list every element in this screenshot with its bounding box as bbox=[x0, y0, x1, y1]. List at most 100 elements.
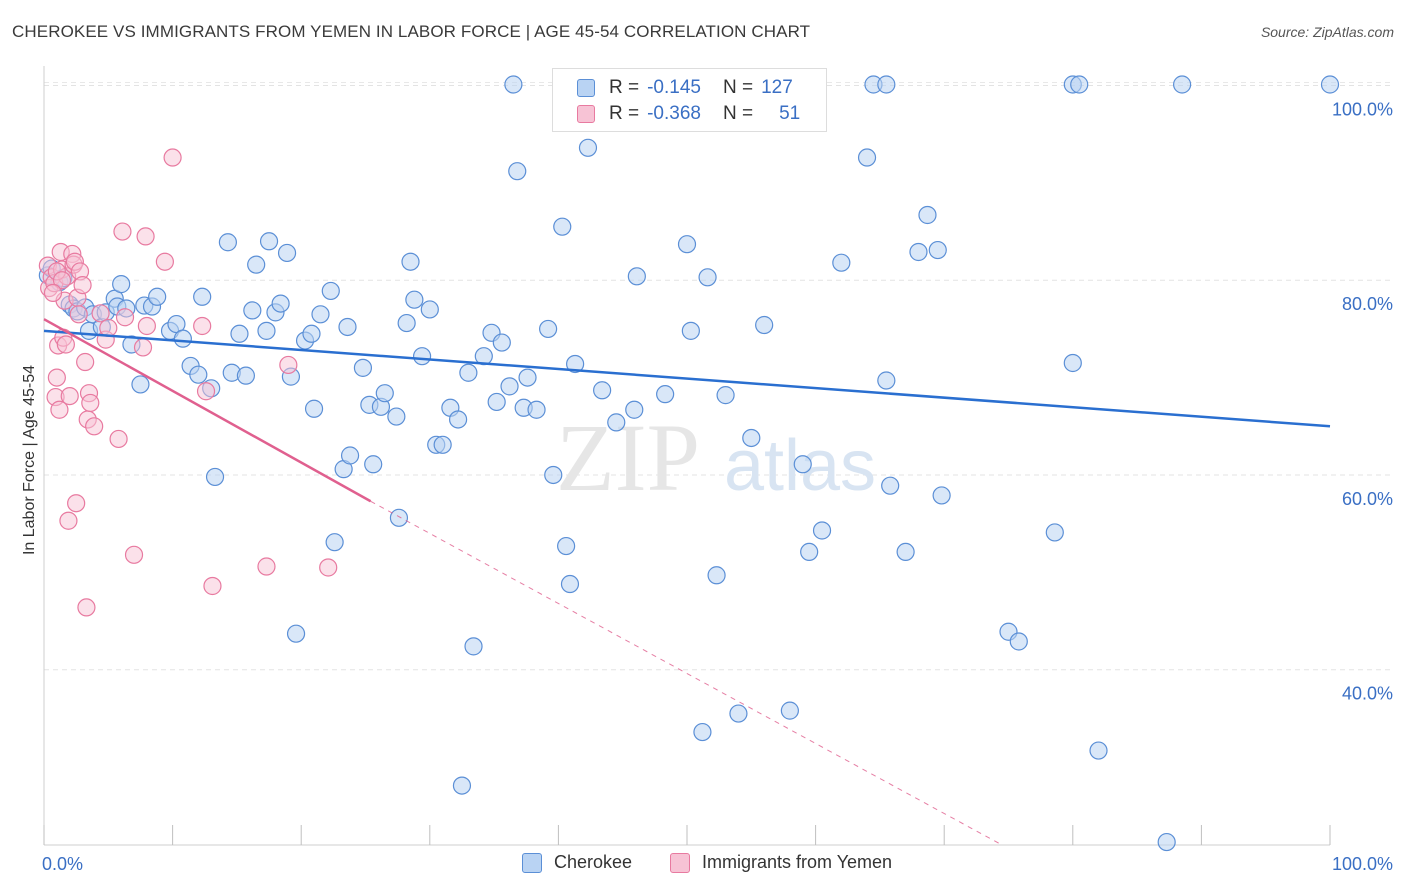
y-tick-label: 60.0% bbox=[1342, 489, 1393, 509]
data-point-cherokee bbox=[504, 75, 523, 94]
data-point-cherokee bbox=[544, 465, 563, 485]
data-point-cherokee bbox=[1089, 741, 1108, 760]
data-point-cherokee bbox=[566, 354, 585, 374]
data-point-cherokee bbox=[698, 268, 717, 287]
data-point-cherokee bbox=[780, 701, 799, 720]
bottom-legend-swatch-blue bbox=[522, 852, 542, 873]
data-point-yemen bbox=[155, 252, 174, 271]
data-point-cherokee bbox=[304, 399, 324, 418]
legend-swatch-pink bbox=[577, 105, 595, 123]
data-point-cherokee bbox=[1173, 75, 1192, 94]
data-point-cherokee bbox=[707, 566, 726, 585]
data-point-yemen bbox=[73, 275, 92, 295]
data-point-cherokee bbox=[173, 329, 192, 348]
data-point-cherokee bbox=[193, 287, 212, 306]
data-point-cherokee bbox=[340, 446, 360, 465]
bottom-legend-yemen: Immigrants from Yemen bbox=[670, 852, 892, 873]
data-point-cherokee bbox=[302, 324, 321, 343]
data-point-cherokee bbox=[1009, 632, 1028, 651]
data-point-cherokee bbox=[243, 301, 262, 320]
data-point-cherokee bbox=[593, 381, 612, 400]
data-point-cherokee bbox=[397, 313, 416, 333]
data-point-yemen bbox=[163, 148, 182, 167]
legend-n-value: 127 bbox=[761, 77, 793, 98]
y-tick-label: 100.0% bbox=[1332, 99, 1393, 119]
data-point-cherokee bbox=[755, 315, 774, 335]
data-point-cherokee bbox=[338, 317, 357, 337]
data-point-cherokee bbox=[401, 252, 420, 271]
data-point-cherokee bbox=[247, 255, 266, 274]
tick-labels: 100.0% 80.0% 60.0% 40.0% 0.0% 100.0% bbox=[42, 99, 1393, 874]
data-point-cherokee bbox=[1045, 523, 1064, 542]
data-point-cherokee bbox=[236, 366, 256, 385]
data-point-cherokee bbox=[448, 410, 468, 429]
data-point-cherokee bbox=[742, 428, 761, 448]
watermark: ZIP atlas bbox=[556, 404, 876, 511]
data-point-cherokee bbox=[375, 384, 394, 403]
bottom-legend-label-cherokee: Cherokee bbox=[554, 852, 633, 872]
data-point-cherokee bbox=[932, 486, 951, 505]
data-point-cherokee bbox=[518, 368, 537, 387]
data-point-cherokee bbox=[277, 243, 297, 263]
data-point-cherokee bbox=[557, 536, 576, 556]
data-point-cherokee bbox=[353, 358, 373, 377]
legend-r-value: -0.145 bbox=[647, 77, 701, 98]
data-point-cherokee bbox=[607, 413, 626, 432]
data-point-cherokee bbox=[487, 392, 506, 412]
data-point-yemen bbox=[81, 393, 100, 413]
axes bbox=[43, 66, 1331, 846]
data-point-cherokee bbox=[230, 324, 249, 343]
data-point-yemen bbox=[113, 222, 132, 241]
data-point-yemen bbox=[137, 316, 156, 336]
data-point-cherokee bbox=[508, 162, 527, 181]
chart-title: CHEROKEE VS IMMIGRANTS FROM YEMEN IN LAB… bbox=[12, 22, 811, 41]
data-point-yemen bbox=[136, 227, 155, 246]
data-point-cherokee bbox=[877, 75, 896, 94]
data-point-cherokee bbox=[539, 319, 558, 339]
legend-n-label: N = bbox=[722, 77, 754, 98]
bottom-legend-cherokee: Cherokee bbox=[522, 852, 632, 873]
legend-n-value: 51 bbox=[779, 103, 801, 124]
data-point-cherokee bbox=[656, 385, 675, 404]
data-point-cherokee bbox=[259, 232, 279, 251]
data-point-cherokee bbox=[681, 321, 700, 340]
data-point-cherokee bbox=[793, 455, 812, 474]
data-point-cherokee bbox=[881, 476, 900, 495]
legend-r-label: R = bbox=[609, 77, 640, 98]
data-point-cherokee bbox=[553, 217, 572, 236]
bottom-legend-swatch-pink bbox=[670, 852, 690, 873]
data-point-yemen bbox=[196, 382, 216, 401]
data-point-yemen bbox=[133, 338, 153, 357]
data-point-yemen bbox=[76, 352, 95, 372]
series-yemen bbox=[38, 148, 338, 617]
data-point-cherokee bbox=[364, 455, 383, 474]
data-point-yemen bbox=[91, 304, 110, 323]
data-point-cherokee bbox=[625, 400, 644, 419]
data-point-cherokee bbox=[909, 242, 928, 262]
data-point-yemen bbox=[69, 305, 88, 324]
data-point-cherokee bbox=[321, 281, 340, 301]
data-point-cherokee bbox=[527, 400, 546, 419]
y-tick-label: 40.0% bbox=[1342, 684, 1393, 704]
trend-lines bbox=[43, 318, 1331, 846]
trend-line-cherokee bbox=[43, 329, 1331, 428]
data-point-cherokee bbox=[1320, 75, 1340, 94]
data-point-cherokee bbox=[148, 287, 167, 306]
data-point-cherokee bbox=[311, 305, 330, 324]
data-point-cherokee bbox=[387, 407, 406, 426]
data-point-cherokee bbox=[433, 435, 452, 454]
data-point-cherokee bbox=[877, 371, 896, 390]
bottom-legend-label-yemen: Immigrants from Yemen bbox=[702, 852, 893, 872]
data-point-yemen bbox=[60, 387, 79, 406]
data-point-cherokee bbox=[286, 624, 306, 643]
data-point-yemen bbox=[59, 511, 78, 530]
legend-row-cherokee: R = -0.145 N = 127 bbox=[577, 76, 793, 100]
data-point-cherokee bbox=[1070, 75, 1089, 94]
data-point-yemen bbox=[109, 429, 128, 449]
data-point-cherokee bbox=[405, 290, 424, 309]
data-point-cherokee bbox=[459, 363, 478, 382]
data-point-yemen bbox=[279, 355, 298, 375]
data-point-cherokee bbox=[112, 275, 131, 294]
data-point-cherokee bbox=[677, 235, 697, 254]
